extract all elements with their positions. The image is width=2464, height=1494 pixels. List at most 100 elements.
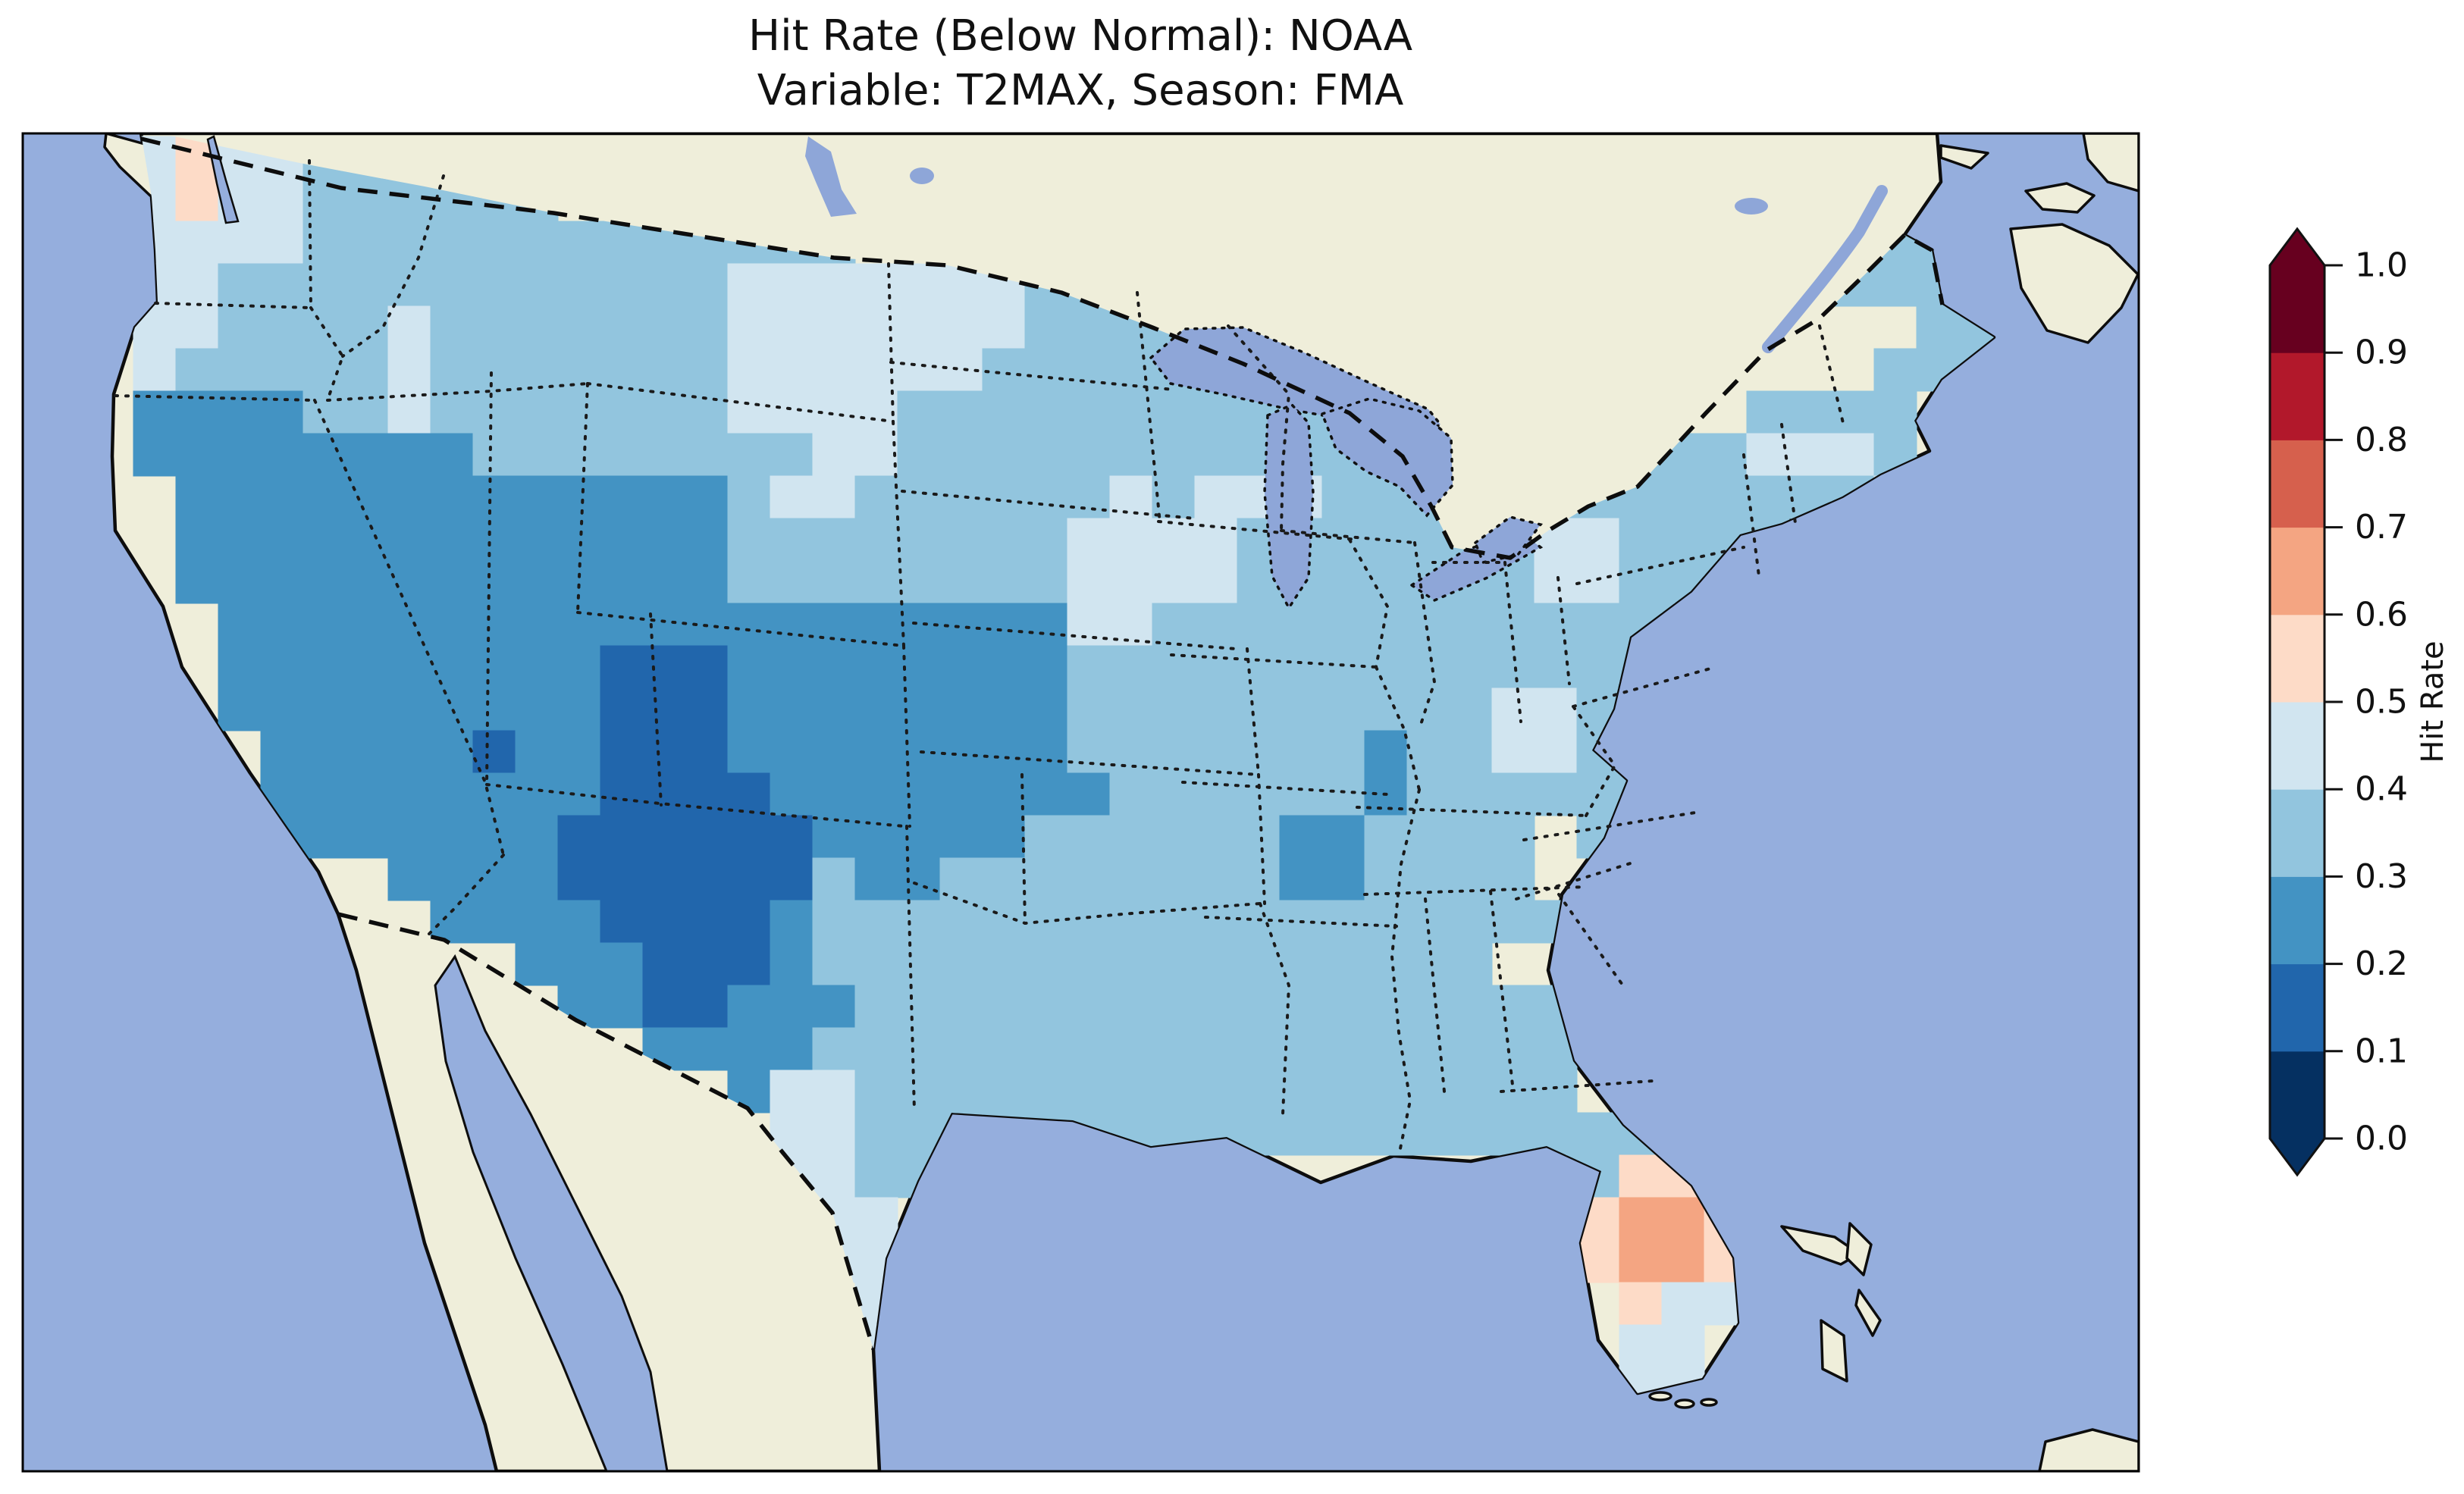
heatmap-cell (812, 263, 856, 307)
heatmap-cell (515, 603, 559, 647)
heatmap-cell (1619, 560, 1663, 604)
heatmap-cell (1321, 942, 1365, 986)
heatmap-cell (600, 603, 644, 647)
heatmap-cell (345, 305, 389, 349)
heatmap-cell (1024, 942, 1068, 986)
heatmap-cell (642, 475, 686, 519)
colorbar-segment (2270, 963, 2324, 1052)
florida-key (1648, 1391, 1672, 1402)
heatmap-cell (897, 348, 941, 392)
heatmap-cell (812, 1070, 856, 1113)
heatmap-cell (727, 1027, 771, 1071)
heatmap-cell (1449, 1070, 1493, 1113)
heatmap-cell (430, 475, 474, 519)
heatmap-cell (1661, 1197, 1705, 1241)
heatmap-cell (770, 815, 813, 859)
heatmap-cell (387, 857, 431, 901)
heatmap-cell (303, 730, 346, 774)
heatmap-cell (770, 1027, 813, 1071)
heatmap-cell (982, 305, 1026, 349)
colorbar-tick-label: 0.4 (2355, 770, 2408, 809)
colorbar-extend-max-arrow (2270, 229, 2324, 265)
heatmap-cell (260, 730, 304, 774)
canadian-lake (910, 168, 934, 184)
heatmap-cell (897, 475, 941, 519)
heatmap-cell (685, 985, 729, 1029)
heatmap-cell (812, 730, 856, 774)
heatmap-cell (345, 815, 389, 859)
heatmap-cell (1024, 730, 1068, 774)
heatmap-cell (642, 900, 686, 944)
heatmap-cell (1152, 475, 1196, 519)
heatmap-cell (939, 900, 983, 944)
heatmap-cell (982, 730, 1026, 774)
heatmap-cell (1406, 1027, 1450, 1071)
heatmap-cell (685, 687, 729, 731)
heatmap-cell (515, 221, 559, 265)
heatmap-cell (1406, 772, 1450, 816)
heatmap-cell (939, 433, 983, 477)
heatmap-cell (1237, 942, 1281, 986)
heatmap-cell (1661, 475, 1705, 519)
heatmap-cell (727, 942, 771, 986)
heatmap-cell (175, 263, 219, 307)
heatmap-cell (345, 687, 389, 731)
heatmap-cell (1406, 687, 1450, 731)
heatmap-cell (1152, 560, 1196, 604)
heatmap-cell (218, 348, 262, 392)
heatmap-cell (1067, 305, 1111, 349)
heatmap-cell (1067, 815, 1111, 859)
heatmap-cell (1194, 857, 1238, 901)
heatmap-cell (1449, 772, 1493, 816)
heatmap-cell (854, 1154, 898, 1198)
heatmap-cell (472, 687, 516, 731)
heatmap-cell (770, 475, 813, 519)
heatmap-cell (854, 390, 898, 434)
heatmap-cell (1109, 985, 1153, 1029)
heatmap-cell (260, 433, 304, 477)
heatmap-cell (770, 603, 813, 647)
heatmap-cell (175, 475, 219, 519)
heatmap-cell (1024, 645, 1068, 689)
heatmap-cell (472, 263, 516, 307)
heatmap-cell (1067, 348, 1111, 392)
heatmap-cell (1364, 560, 1408, 604)
heatmap-cell (1364, 687, 1408, 731)
heatmap-cell (260, 603, 304, 647)
heatmap-cell (1152, 942, 1196, 986)
heatmap-cell (260, 390, 304, 434)
colorbar-segment (2270, 702, 2324, 790)
heatmap-cell (472, 348, 516, 392)
heatmap-cell (1321, 560, 1365, 604)
heatmap-cell (727, 730, 771, 774)
heatmap-cell (727, 603, 771, 647)
heatmap-cell (472, 475, 516, 519)
heatmap-cell (515, 390, 559, 434)
heatmap-cell (1152, 985, 1196, 1029)
heatmap-cell (897, 1112, 941, 1156)
heatmap-cell (1321, 1027, 1365, 1071)
heatmap-cell (727, 433, 771, 477)
heatmap-cell (387, 645, 431, 689)
heatmap-cell (982, 1027, 1026, 1071)
heatmap-cell (515, 560, 559, 604)
heatmap-cell (1449, 730, 1493, 774)
colorbar-segment (2270, 614, 2324, 703)
heatmap-cell (430, 730, 474, 774)
heatmap-cell (1491, 1027, 1535, 1071)
heatmap-cell (897, 390, 941, 434)
heatmap-cell (897, 263, 941, 307)
heatmap-cell (854, 942, 898, 986)
heatmap-cell (1152, 645, 1196, 689)
heatmap-cell (1661, 1324, 1705, 1368)
heatmap-cell (642, 263, 686, 307)
heatmap-cell (854, 857, 898, 901)
florida-key (1674, 1398, 1695, 1409)
heatmap-cell (1024, 985, 1068, 1029)
colorbar-extend-min-arrow (2270, 1139, 2324, 1175)
heatmap-cell (472, 560, 516, 604)
heatmap-cell (303, 645, 346, 689)
heatmap-cell (1024, 772, 1068, 816)
chart-title-line2: Variable: T2MAX, Season: FMA (757, 66, 1404, 115)
